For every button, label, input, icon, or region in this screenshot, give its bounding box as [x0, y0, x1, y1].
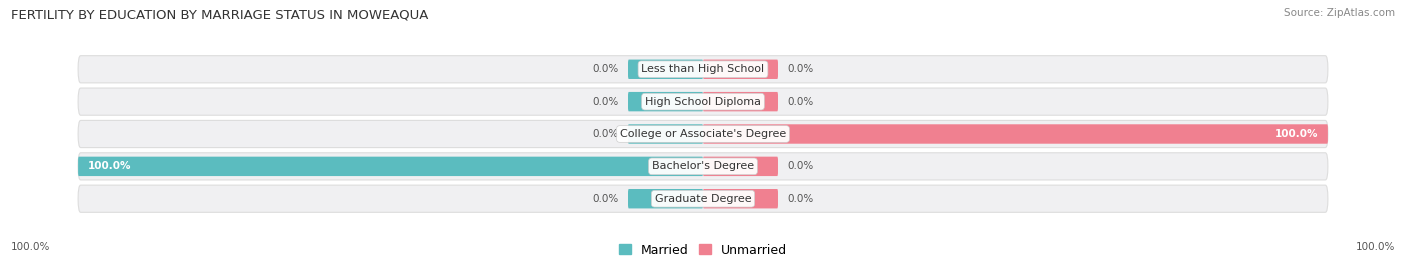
Text: 0.0%: 0.0%: [787, 161, 814, 171]
Text: 100.0%: 100.0%: [11, 242, 51, 252]
FancyBboxPatch shape: [79, 153, 1327, 180]
Text: Graduate Degree: Graduate Degree: [655, 194, 751, 204]
FancyBboxPatch shape: [703, 124, 1327, 144]
Text: Bachelor's Degree: Bachelor's Degree: [652, 161, 754, 171]
FancyBboxPatch shape: [79, 157, 703, 176]
Text: FERTILITY BY EDUCATION BY MARRIAGE STATUS IN MOWEAQUA: FERTILITY BY EDUCATION BY MARRIAGE STATU…: [11, 8, 429, 21]
Text: 0.0%: 0.0%: [592, 97, 619, 107]
Text: 100.0%: 100.0%: [1355, 242, 1395, 252]
Legend: Married, Unmarried: Married, Unmarried: [613, 239, 793, 262]
Text: College or Associate's Degree: College or Associate's Degree: [620, 129, 786, 139]
Text: 0.0%: 0.0%: [787, 64, 814, 74]
FancyBboxPatch shape: [628, 189, 703, 209]
FancyBboxPatch shape: [79, 120, 1327, 148]
Text: 0.0%: 0.0%: [787, 194, 814, 204]
Text: 100.0%: 100.0%: [87, 161, 131, 171]
FancyBboxPatch shape: [79, 88, 1327, 115]
Text: 0.0%: 0.0%: [592, 129, 619, 139]
FancyBboxPatch shape: [628, 59, 703, 79]
FancyBboxPatch shape: [703, 157, 778, 176]
FancyBboxPatch shape: [79, 185, 1327, 212]
FancyBboxPatch shape: [628, 124, 703, 144]
FancyBboxPatch shape: [703, 92, 778, 111]
Text: 0.0%: 0.0%: [592, 194, 619, 204]
FancyBboxPatch shape: [79, 56, 1327, 83]
Text: 0.0%: 0.0%: [787, 97, 814, 107]
Text: 0.0%: 0.0%: [592, 64, 619, 74]
Text: 100.0%: 100.0%: [1275, 129, 1319, 139]
Text: Less than High School: Less than High School: [641, 64, 765, 74]
FancyBboxPatch shape: [703, 189, 778, 209]
Text: Source: ZipAtlas.com: Source: ZipAtlas.com: [1284, 8, 1395, 18]
FancyBboxPatch shape: [703, 59, 778, 79]
Text: High School Diploma: High School Diploma: [645, 97, 761, 107]
FancyBboxPatch shape: [628, 92, 703, 111]
